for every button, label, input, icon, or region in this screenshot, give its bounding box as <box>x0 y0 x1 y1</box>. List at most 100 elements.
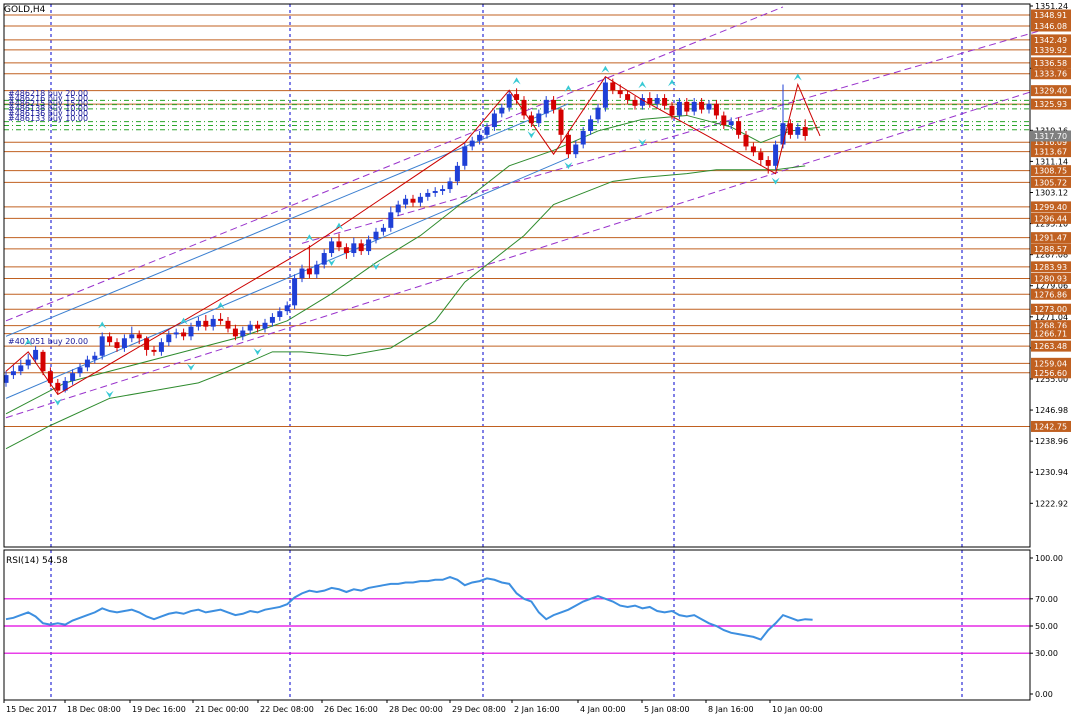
price-level-tag-text: 1339.92 <box>1034 46 1067 55</box>
candle-body <box>40 351 46 372</box>
rsi-axis-label: 0.00 <box>1035 690 1053 699</box>
candle-body <box>403 198 409 205</box>
time-axis-label: 28 Dec 00:00 <box>389 705 443 714</box>
candle-body <box>210 318 216 327</box>
candle <box>684 98 690 116</box>
fractal-up-arrow-icon <box>512 77 521 85</box>
price-axis-label: 1311.14 <box>1035 157 1068 166</box>
time-axis-label: 18 Dec 08:00 <box>67 705 121 714</box>
candle-body <box>77 367 83 374</box>
time-axis-label: 29 Dec 08:00 <box>452 705 506 714</box>
candle <box>10 365 16 379</box>
price-level-tag-text: 1308.75 <box>1034 167 1067 176</box>
candle <box>565 130 571 159</box>
candle <box>521 96 527 120</box>
candle-body <box>565 134 571 155</box>
price-level-tag-text: 1348.91 <box>1034 11 1067 20</box>
candle-body <box>284 305 290 312</box>
price-level-tag <box>1031 34 1071 46</box>
candle-body <box>99 336 105 356</box>
candle-body <box>713 103 719 116</box>
rsi-indicator-pane[interactable]: 100.00 70.00 50.00 30.00 0.00 <box>4 554 1063 699</box>
rsi-line <box>5 575 813 641</box>
candle-body <box>203 320 209 327</box>
candle-body <box>514 94 520 100</box>
candle <box>477 130 483 145</box>
price-level-tag-text: 1256.60 <box>1034 369 1067 378</box>
candle <box>750 142 756 157</box>
price-axis-label: 1222.92 <box>1035 499 1068 508</box>
candle-body <box>225 320 231 329</box>
price-level-tag-text: 1259.04 <box>1034 359 1067 368</box>
candle <box>114 338 120 352</box>
candle-body <box>758 152 764 161</box>
fractal-up-arrow-icon <box>179 317 188 325</box>
rsi-axis-label: 50.00 <box>1035 622 1058 631</box>
price-level-tag <box>1031 261 1071 273</box>
candle-body <box>773 144 779 166</box>
candle-body <box>662 98 668 106</box>
fractal-up-arrow-icon <box>564 85 573 93</box>
price-level-tag-text: 1263.48 <box>1034 342 1067 351</box>
candle-body <box>610 82 616 91</box>
price-level-tag <box>1031 85 1071 97</box>
candle-body <box>181 332 187 337</box>
candle-body <box>121 338 127 348</box>
price-level-tag-text: 1296.44 <box>1034 214 1067 223</box>
candle-body <box>255 324 261 329</box>
candle-body <box>33 349 39 360</box>
candle <box>506 90 512 112</box>
candle-body <box>62 380 68 391</box>
candle-body <box>151 349 157 352</box>
fractal-up-arrow-icon <box>24 338 33 346</box>
candle-body <box>10 371 16 376</box>
candle <box>765 156 771 174</box>
price-level-tag-text: 1333.76 <box>1034 70 1067 79</box>
candle-body <box>499 107 505 114</box>
candle-body <box>269 316 275 323</box>
candle-body <box>3 375 9 383</box>
candle-body <box>158 342 164 352</box>
time-axis-label: 4 Jan 00:00 <box>580 705 626 714</box>
candle <box>780 84 786 149</box>
candle <box>699 98 705 114</box>
regression-lower-line <box>5 157 569 399</box>
candle <box>107 332 113 347</box>
order-label: #486133 buy 10.00 <box>8 114 88 123</box>
candle <box>602 76 608 112</box>
candle <box>802 119 808 141</box>
candle <box>758 148 764 166</box>
fractal-up-arrow-icon <box>335 222 343 230</box>
candle <box>136 330 142 345</box>
candle <box>647 92 653 108</box>
candle <box>558 107 564 143</box>
candle-body <box>343 247 349 254</box>
candle <box>240 326 246 341</box>
candle <box>795 123 801 139</box>
candle <box>232 324 238 341</box>
candle <box>447 177 453 193</box>
price-level-tag-text: 1346.08 <box>1034 22 1067 31</box>
candle-body <box>588 119 594 131</box>
candle-body <box>750 146 756 153</box>
candle-body <box>329 241 335 254</box>
candle <box>388 206 394 232</box>
price-level-tag <box>1031 165 1071 177</box>
fractal-down-arrow-icon <box>105 390 114 398</box>
candlestick-series[interactable] <box>3 76 808 395</box>
price-level-tag <box>1031 420 1071 432</box>
candle-body <box>292 278 298 306</box>
candle <box>203 315 209 331</box>
candle-body <box>136 334 142 339</box>
price-axis-label: 1271.04 <box>1035 313 1068 322</box>
candle-body <box>602 82 608 108</box>
candle <box>188 322 194 341</box>
candle <box>440 185 446 195</box>
candle-body <box>92 355 98 360</box>
price-level-tag-text: 1266.71 <box>1034 330 1067 339</box>
fractal-up-arrow-icon <box>601 65 610 73</box>
candle <box>25 353 31 370</box>
candle-body <box>373 231 379 240</box>
